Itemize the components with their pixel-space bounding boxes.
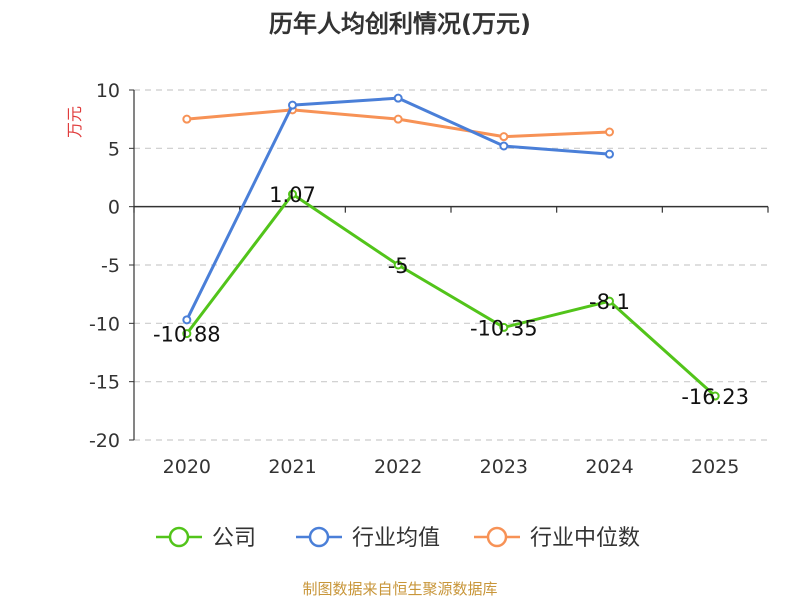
series xyxy=(182,93,720,401)
data-label: -10.35 xyxy=(470,316,538,340)
grid xyxy=(134,89,768,441)
legend-label: 行业中位数 xyxy=(530,526,640,551)
axes: 10 5 0 -5 -10 -15 -20 2020 2021 2022 2023 2024 2025 xyxy=(89,80,769,478)
data-point[interactable] xyxy=(288,189,297,199)
x-tick-label: 2023 xyxy=(480,456,528,478)
legend-marker-icon xyxy=(168,526,190,548)
data-point[interactable] xyxy=(182,315,192,325)
data-point[interactable] xyxy=(605,127,614,137)
legend-marker-icon xyxy=(308,526,330,548)
x-tick-label: 2021 xyxy=(268,456,316,478)
legend-item[interactable]: 行业均值 xyxy=(296,526,440,551)
data-point[interactable] xyxy=(393,114,403,124)
data-point[interactable] xyxy=(710,391,720,401)
data-point[interactable] xyxy=(499,322,509,332)
y-tick-label: -10 xyxy=(89,313,120,335)
data-point[interactable] xyxy=(393,260,403,270)
data-point[interactable] xyxy=(182,114,192,124)
legend-label: 行业均值 xyxy=(352,526,440,551)
data-label: -8.1 xyxy=(589,290,630,314)
data-point[interactable] xyxy=(499,132,509,142)
data-point[interactable] xyxy=(182,329,192,339)
chart-title: 历年人均创利情况(万元) xyxy=(269,10,531,38)
data-point[interactable] xyxy=(605,149,614,159)
data-label: -10.88 xyxy=(153,323,221,347)
legend-marker-icon xyxy=(486,526,508,548)
x-tick-label: 2024 xyxy=(585,456,633,478)
x-tick-label: 2020 xyxy=(163,456,211,478)
legend-item[interactable]: 行业中位数 xyxy=(474,526,640,551)
data-point[interactable] xyxy=(288,100,297,110)
y-tick-label: 5 xyxy=(108,138,120,160)
y-tick-label: -20 xyxy=(89,430,120,452)
data-label: -5 xyxy=(388,254,409,278)
legend[interactable]: 公司 行业均值 行业中位数 xyxy=(156,526,640,551)
source-note: 制图数据来自恒生聚源数据库 xyxy=(302,580,497,598)
data-point[interactable] xyxy=(393,93,403,103)
legend-item[interactable]: 公司 xyxy=(156,526,256,551)
y-tick-label: -5 xyxy=(101,255,120,277)
data-label: 1.07 xyxy=(269,183,316,207)
y-tick-label: -15 xyxy=(89,372,120,394)
legend-label: 公司 xyxy=(212,526,256,551)
data-point[interactable] xyxy=(605,296,614,306)
data-label: -16.23 xyxy=(681,385,749,409)
series-line xyxy=(185,96,610,321)
x-tick-label: 2022 xyxy=(374,456,422,478)
data-point[interactable] xyxy=(499,141,509,151)
y-tick-label: 10 xyxy=(96,80,120,102)
series-line xyxy=(185,192,717,398)
y-axis-label: 万元 xyxy=(65,106,84,138)
y-tick-label: 0 xyxy=(108,197,120,219)
data-labels: -10.88 1.07 -5 -10.35 -8.1 -16.23 xyxy=(153,183,749,409)
x-tick-label: 2025 xyxy=(691,456,739,478)
